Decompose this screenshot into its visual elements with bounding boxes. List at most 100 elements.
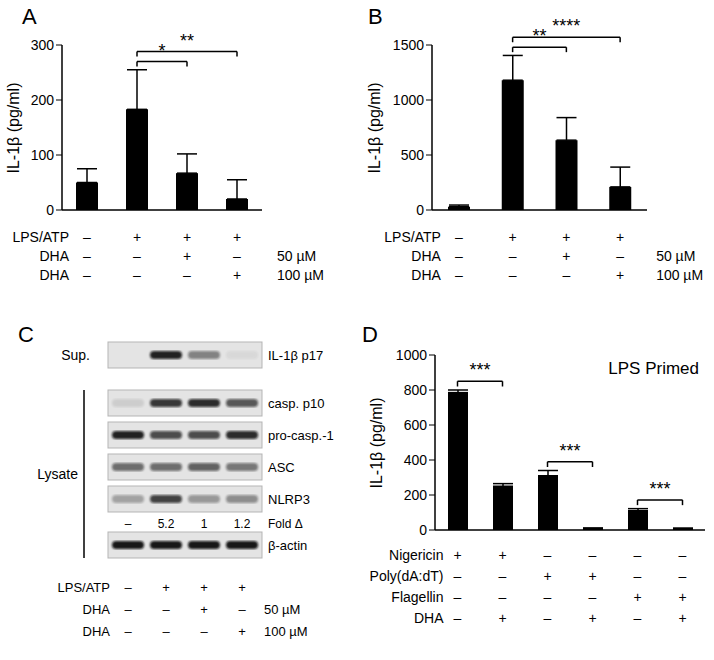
- svg-text:–: –: [454, 610, 462, 626]
- svg-text:–: –: [183, 267, 191, 283]
- svg-text:+: +: [588, 568, 596, 584]
- svg-text:+: +: [562, 248, 570, 264]
- svg-text:–: –: [125, 517, 132, 531]
- svg-text:100 µM: 100 µM: [656, 267, 703, 283]
- svg-text:0: 0: [46, 202, 54, 218]
- svg-text:+: +: [453, 547, 461, 563]
- svg-text:0: 0: [419, 522, 427, 538]
- svg-text:NLRP3: NLRP3: [268, 492, 310, 507]
- svg-text:casp. p10: casp. p10: [268, 396, 324, 411]
- svg-text:DHA: DHA: [39, 248, 69, 264]
- svg-text:100 µM: 100 µM: [264, 624, 308, 639]
- svg-text:**: **: [180, 31, 194, 51]
- svg-text:800: 800: [404, 382, 428, 398]
- svg-text:+: +: [183, 248, 191, 264]
- svg-text:–: –: [544, 589, 552, 605]
- svg-text:+: +: [162, 580, 170, 595]
- svg-text:200: 200: [404, 487, 428, 503]
- svg-text:–: –: [679, 547, 687, 563]
- svg-text:–: –: [133, 248, 141, 264]
- svg-text:+: +: [233, 267, 241, 283]
- svg-text:–: –: [200, 624, 208, 639]
- svg-text:500: 500: [401, 147, 425, 163]
- svg-text:+: +: [133, 229, 141, 245]
- svg-text:+: +: [616, 229, 624, 245]
- svg-text:100: 100: [31, 147, 55, 163]
- svg-text:1500: 1500: [393, 37, 424, 53]
- svg-text:****: ****: [552, 16, 580, 36]
- svg-text:+: +: [678, 610, 686, 626]
- svg-text:5.2: 5.2: [158, 517, 175, 531]
- svg-text:–: –: [124, 580, 132, 595]
- svg-text:300: 300: [31, 37, 55, 53]
- svg-text:+: +: [183, 229, 191, 245]
- svg-text:+: +: [616, 267, 624, 283]
- svg-text:+: +: [543, 568, 551, 584]
- svg-text:DHA: DHA: [83, 624, 111, 639]
- svg-text:–: –: [499, 589, 507, 605]
- svg-text:+: +: [238, 580, 246, 595]
- svg-text:50 µM: 50 µM: [277, 248, 316, 264]
- svg-text:pro-casp.-1: pro-casp.-1: [268, 428, 334, 443]
- svg-text:LPS/ATP: LPS/ATP: [12, 229, 69, 245]
- svg-text:DHA: DHA: [414, 610, 444, 626]
- svg-text:+: +: [562, 229, 570, 245]
- svg-text:Flagellin: Flagellin: [391, 589, 443, 605]
- svg-text:–: –: [589, 589, 597, 605]
- svg-text:–: –: [589, 547, 597, 563]
- svg-text:–: –: [162, 624, 170, 639]
- svg-text:600: 600: [404, 417, 428, 433]
- svg-text:–: –: [83, 248, 91, 264]
- svg-text:50 µM: 50 µM: [264, 602, 300, 617]
- svg-text:+: +: [678, 589, 686, 605]
- svg-text:1: 1: [201, 517, 208, 531]
- svg-text:Poly(dA:dT): Poly(dA:dT): [370, 568, 444, 584]
- svg-text:DHA: DHA: [411, 267, 441, 283]
- svg-text:0: 0: [416, 202, 424, 218]
- svg-text:DHA: DHA: [83, 602, 111, 617]
- svg-text:–: –: [454, 589, 462, 605]
- svg-text:–: –: [238, 602, 246, 617]
- svg-text:–: –: [499, 568, 507, 584]
- svg-text:1000: 1000: [396, 347, 427, 363]
- svg-text:–: –: [83, 229, 91, 245]
- svg-text:400: 400: [404, 452, 428, 468]
- svg-text:–: –: [509, 267, 517, 283]
- svg-text:–: –: [616, 248, 624, 264]
- svg-text:+: +: [498, 610, 506, 626]
- svg-text:*: *: [158, 41, 165, 61]
- svg-text:–: –: [455, 267, 463, 283]
- svg-text:–: –: [544, 547, 552, 563]
- svg-text:–: –: [133, 267, 141, 283]
- svg-text:–: –: [455, 229, 463, 245]
- svg-text:+: +: [509, 229, 517, 245]
- svg-text:+: +: [633, 589, 641, 605]
- svg-text:–: –: [544, 610, 552, 626]
- svg-text:–: –: [454, 568, 462, 584]
- svg-text:100 µM: 100 µM: [277, 267, 324, 283]
- svg-text:1.2: 1.2: [234, 517, 251, 531]
- svg-text:–: –: [634, 610, 642, 626]
- svg-text:DHA: DHA: [39, 267, 69, 283]
- svg-text:Sup.: Sup.: [61, 347, 90, 363]
- svg-text:–: –: [679, 568, 687, 584]
- svg-text:DHA: DHA: [411, 248, 441, 264]
- svg-text:200: 200: [31, 92, 55, 108]
- svg-text:–: –: [83, 267, 91, 283]
- svg-text:***: ***: [469, 360, 490, 380]
- svg-text:+: +: [498, 547, 506, 563]
- svg-text:–: –: [233, 248, 241, 264]
- svg-text:***: ***: [559, 441, 580, 461]
- svg-text:–: –: [162, 602, 170, 617]
- svg-text:LPS/ATP: LPS/ATP: [57, 580, 110, 595]
- svg-text:50 µM: 50 µM: [656, 248, 695, 264]
- svg-text:+: +: [238, 624, 246, 639]
- svg-text:–: –: [634, 568, 642, 584]
- svg-text:***: ***: [649, 479, 670, 499]
- svg-text:–: –: [562, 267, 570, 283]
- svg-text:ASC: ASC: [268, 460, 295, 475]
- svg-text:IL-1β p17: IL-1β p17: [268, 348, 323, 363]
- svg-text:Fold Δ: Fold Δ: [268, 517, 303, 531]
- svg-text:1000: 1000: [393, 92, 424, 108]
- svg-text:Nigericin: Nigericin: [389, 547, 443, 563]
